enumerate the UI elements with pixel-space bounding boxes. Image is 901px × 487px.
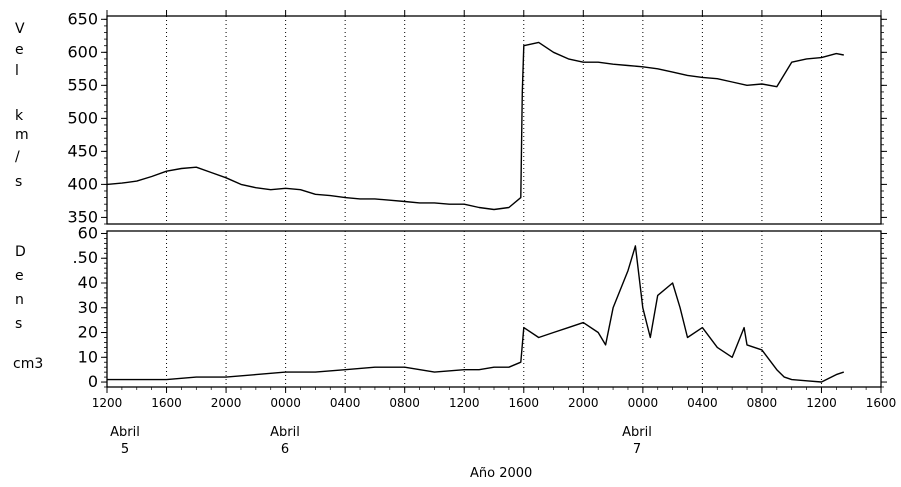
date-label-2-month: Abril xyxy=(270,425,300,440)
x-tick-label: 1600 xyxy=(866,396,897,410)
density-ytick-label: 0 xyxy=(88,372,98,391)
x-tick-label: 0400 xyxy=(687,396,718,410)
velocity-frame xyxy=(106,15,882,225)
velocity-ytick-label: 450 xyxy=(67,141,98,160)
x-tick-label: 1200 xyxy=(449,396,480,410)
velocity-label-char: k xyxy=(15,108,24,124)
density-ytick-label: 60 xyxy=(78,223,98,242)
x-tick-label: 1200 xyxy=(92,396,123,410)
date-label-1-month: Abril xyxy=(110,425,140,440)
density-ytick-label: 30 xyxy=(78,298,98,317)
x-tick-label: 2000 xyxy=(211,396,242,410)
velocity-ytick-label: 600 xyxy=(67,42,98,61)
date-label-1: Abril 5 xyxy=(95,425,155,457)
axis-label-unit: cm3 xyxy=(13,356,44,372)
velocity-label-char: s xyxy=(15,174,23,190)
time-axis: 1200 1600 2000 0000 0400 0800 1200 1600 2000 0000… xyxy=(92,10,897,410)
x-tick-label: 2000 xyxy=(568,396,599,410)
velocity-ytick-label: 400 xyxy=(67,174,98,193)
velocity-panel: 350 400 450 500 550 600 650 xyxy=(67,9,887,226)
density-ytick-label: .50 xyxy=(73,248,98,267)
velocity-ytick-label: 650 xyxy=(67,9,98,28)
x-tick-label: 0800 xyxy=(747,396,778,410)
velocity-label-char: m xyxy=(15,127,29,143)
axis-label-char: e xyxy=(15,268,24,284)
date-label-2-day: 6 xyxy=(280,442,290,457)
x-tick-label: 1600 xyxy=(151,396,182,410)
date-label-2: Abril 6 xyxy=(255,425,315,457)
axis-label-char: D xyxy=(15,244,26,260)
velocity-series-line xyxy=(106,41,844,211)
x-tick-label: 0000 xyxy=(628,396,659,410)
axis-label-char: n xyxy=(15,292,24,308)
velocity-label-char: l xyxy=(15,63,19,79)
x-tick-label: 1600 xyxy=(508,396,539,410)
date-label-3: Abril 7 xyxy=(607,425,667,457)
x-tick-label: 0800 xyxy=(389,396,420,410)
velocity-ytick-label: 350 xyxy=(67,207,98,226)
velocity-label-char: V xyxy=(15,21,25,37)
x-tick-label: 0400 xyxy=(330,396,361,410)
density-frame xyxy=(106,230,882,388)
density-series-line xyxy=(107,245,845,383)
x-tick-label: 0000 xyxy=(270,396,301,410)
date-label-3-month: Abril xyxy=(622,425,652,440)
velocity-label-char: / xyxy=(15,149,20,165)
velocity-ytick-label: 500 xyxy=(67,108,98,127)
x-tick-label: 1200 xyxy=(806,396,837,410)
density-panel: 0 10 20 30 40 .50 60 xyxy=(73,223,887,391)
density-ytick-label: 40 xyxy=(78,273,98,292)
date-label-1-day: 5 xyxy=(120,442,130,457)
x-axis-title: Año 2000 xyxy=(470,466,533,481)
axis-label-char: s xyxy=(15,316,23,332)
velocity-label-char: e xyxy=(15,42,24,58)
density-ytick-label: 20 xyxy=(78,323,98,342)
date-label-3-day: 7 xyxy=(632,442,642,457)
velocity-ytick-label: 550 xyxy=(67,75,98,94)
density-ytick-label: 10 xyxy=(78,347,98,366)
